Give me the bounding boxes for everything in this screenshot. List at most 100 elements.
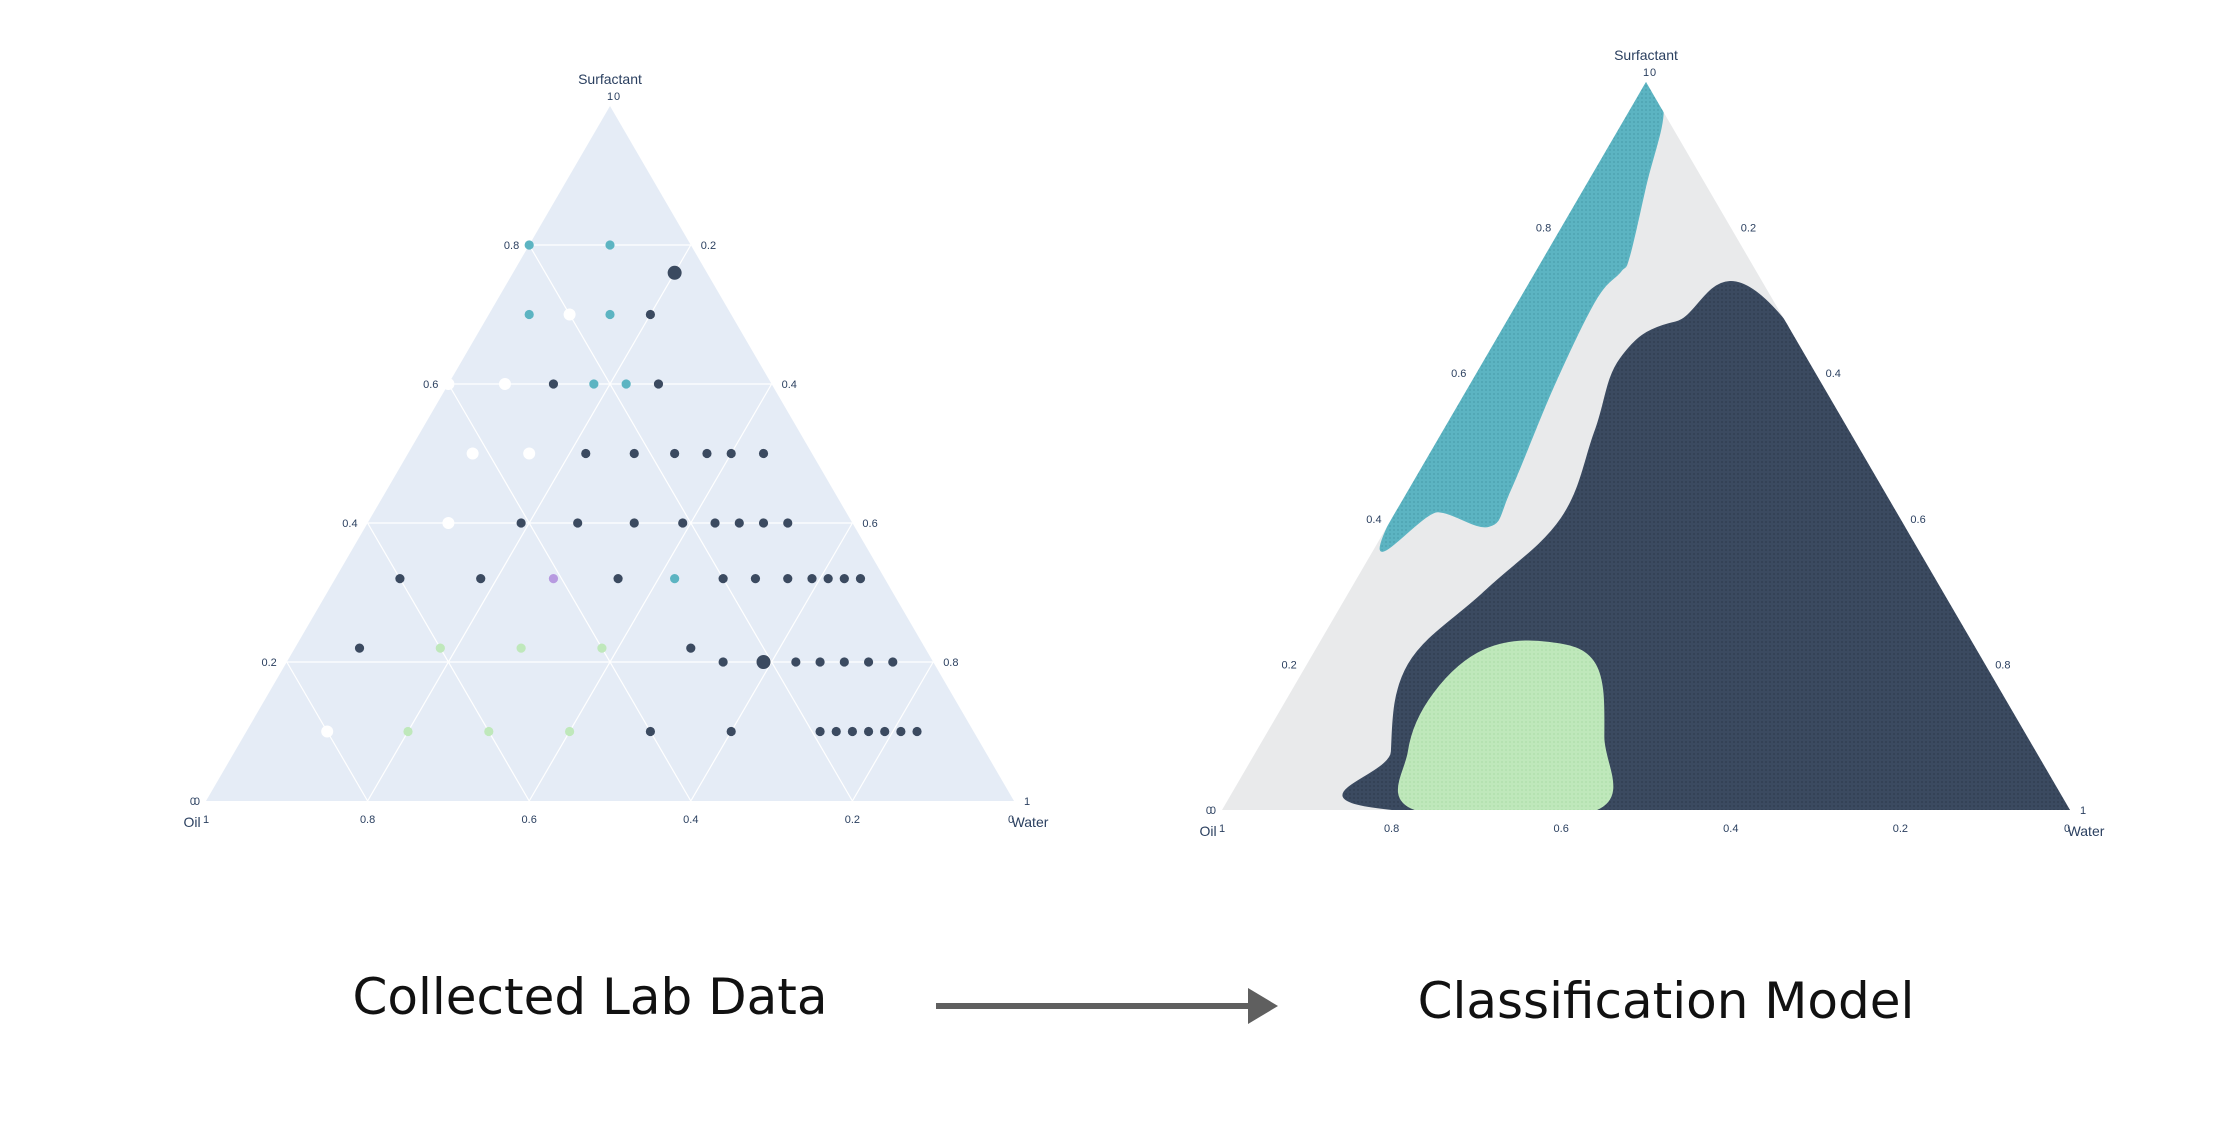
data-point xyxy=(516,518,526,528)
data-point xyxy=(565,726,575,737)
tick-label-surfactant: 1 xyxy=(607,91,613,103)
axis-title-water: Water xyxy=(1012,814,1049,830)
tick-label-surfactant: 0.2 xyxy=(262,657,277,669)
gridline-water xyxy=(690,522,853,802)
data-point xyxy=(912,726,922,737)
tick-label-surfactant: 0.6 xyxy=(423,379,438,391)
data-point xyxy=(815,726,825,737)
data-point xyxy=(815,657,825,667)
data-point xyxy=(476,574,486,584)
data-point xyxy=(442,378,455,390)
data-point xyxy=(667,265,682,280)
data-point xyxy=(354,643,365,653)
tick-label-oil: 0.2 xyxy=(845,814,860,826)
tick-label-oil: 0.6 xyxy=(1554,823,1569,835)
data-point xyxy=(855,574,866,584)
data-point xyxy=(718,574,728,584)
tick-label-surfactant: 0 xyxy=(1206,805,1212,817)
data-point xyxy=(573,518,583,528)
data-point xyxy=(524,240,534,250)
data-point xyxy=(847,726,858,737)
data-point xyxy=(516,643,526,653)
data-point xyxy=(783,574,793,584)
data-point xyxy=(678,518,688,528)
data-point xyxy=(896,726,906,737)
data-point xyxy=(686,643,696,653)
axis-title-surfactant: Surfactant xyxy=(1614,47,1678,63)
tick-label-oil: 0.4 xyxy=(683,814,698,826)
gridline-oil xyxy=(367,522,530,802)
class-region-lightgreen xyxy=(1397,640,1614,810)
tick-label-surfactant: 0.8 xyxy=(504,240,519,252)
data-point xyxy=(888,657,898,667)
tick-label-surfactant: 1 xyxy=(1643,67,1649,79)
tick-label-water: 0.4 xyxy=(1826,368,1841,380)
data-point xyxy=(863,657,874,667)
tick-label-water: 0.8 xyxy=(943,657,958,669)
arrow-head xyxy=(1248,988,1278,1024)
tick-label-oil: 0.8 xyxy=(1384,823,1399,835)
data-point xyxy=(791,657,801,667)
tick-label-water: 0.8 xyxy=(1995,659,2010,671)
tick-label-oil: 0 xyxy=(1650,67,1656,79)
data-point xyxy=(670,574,680,584)
data-point xyxy=(581,448,591,459)
data-point xyxy=(523,447,536,460)
data-point xyxy=(563,308,576,321)
plot-area xyxy=(206,106,1014,801)
data-point xyxy=(395,574,405,584)
data-point xyxy=(653,379,664,389)
data-point xyxy=(750,574,761,584)
data-point xyxy=(831,726,841,737)
tick-label-oil: 0.2 xyxy=(1893,823,1908,835)
tick-label-water: 1 xyxy=(1024,796,1030,808)
data-points xyxy=(321,240,922,738)
axis-title-oil: Oil xyxy=(1199,823,1216,839)
data-point xyxy=(548,574,559,584)
data-point xyxy=(670,448,680,459)
axis-title-oil: Oil xyxy=(183,814,200,830)
tick-label-water: 0 xyxy=(2064,823,2070,835)
tick-label-surfactant: 0.2 xyxy=(1282,659,1297,671)
data-point xyxy=(783,518,793,528)
data-point xyxy=(613,574,623,584)
tick-label-water: 0.4 xyxy=(782,379,797,391)
data-point xyxy=(629,448,639,459)
tick-label-oil: 0.6 xyxy=(522,814,537,826)
tick-label-surfactant: 0.4 xyxy=(342,518,357,530)
caption-collected-lab-data: Collected Lab Data xyxy=(352,968,828,1026)
tick-label-surfactant: 0.4 xyxy=(1366,514,1381,526)
tick-label-water: 0.6 xyxy=(1910,514,1925,526)
class-regions xyxy=(1342,82,2070,810)
tick-label-oil: 0.4 xyxy=(1723,823,1738,835)
data-point xyxy=(726,448,736,459)
data-point xyxy=(442,517,455,529)
data-point xyxy=(726,726,736,737)
data-point xyxy=(702,448,712,459)
tick-label-water: 0.6 xyxy=(862,518,877,530)
tick-label-oil: 1 xyxy=(203,814,209,826)
tick-label-oil: 0 xyxy=(614,91,620,103)
caption-classification-model: Classification Model xyxy=(1417,972,1915,1030)
data-point xyxy=(466,447,479,460)
tick-label-water: 0.2 xyxy=(701,240,716,252)
tick-label-surfactant: 0.6 xyxy=(1451,368,1466,380)
tick-label-oil: 1 xyxy=(1219,823,1225,835)
data-point xyxy=(718,657,728,667)
data-point xyxy=(629,518,639,528)
data-point xyxy=(524,309,534,320)
tick-label-water: 0 xyxy=(1008,814,1014,826)
data-point xyxy=(880,726,890,737)
data-point xyxy=(621,379,631,389)
data-point xyxy=(403,726,413,737)
data-point xyxy=(484,726,494,737)
data-point xyxy=(758,448,769,459)
axis-title-surfactant: Surfactant xyxy=(578,71,642,87)
data-point xyxy=(645,726,656,737)
data-point xyxy=(839,657,849,667)
data-point xyxy=(839,574,849,584)
tick-label-water: 0.2 xyxy=(1741,223,1756,235)
data-point xyxy=(756,655,771,669)
